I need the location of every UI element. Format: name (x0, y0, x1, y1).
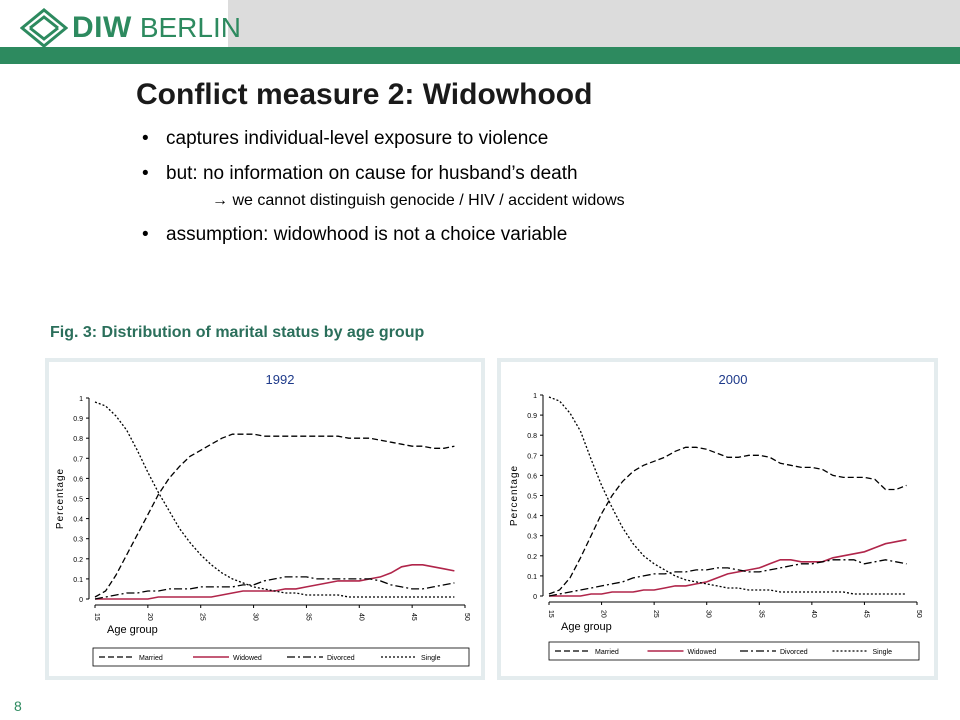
x-tick-label: 20 (600, 610, 607, 618)
x-tick-label: 45 (410, 613, 417, 621)
x-tick-label: 40 (357, 613, 364, 621)
legend-label: Widowed (688, 649, 717, 656)
legend-label: Divorced (780, 649, 808, 656)
x-tick-label: 50 (915, 610, 922, 618)
bullet-item: assumption: widowhood is not a choice va… (142, 224, 922, 246)
header-bar: DIW BERLIN (0, 0, 960, 64)
y-tick-label: 0.9 (73, 416, 83, 423)
logo-mark-icon (20, 8, 68, 48)
legend-label: Married (595, 649, 619, 656)
legend-label: Divorced (327, 655, 355, 662)
legend-label: Married (139, 655, 163, 662)
chart-background (49, 362, 481, 676)
x-tick-label: 45 (862, 610, 869, 618)
x-tick-label: 25 (199, 613, 206, 621)
y-tick-label: 0.2 (73, 557, 83, 564)
y-tick-label: 1 (533, 393, 537, 400)
series-line-divorced (548, 559, 907, 597)
slide-title: Conflict measure 2: Widowhood (136, 78, 593, 111)
series-line-widowed (549, 538, 907, 597)
y-tick-label: 0.5 (527, 494, 537, 501)
header-band (228, 0, 960, 47)
legend-box (548, 641, 920, 661)
legend-label: Widowed (233, 655, 262, 662)
y-tick-label: 0.6 (527, 473, 537, 480)
y-tick-label: 0.6 (73, 476, 83, 483)
chart-title: 1992 (266, 372, 295, 387)
bullet-item: captures individual-level exposure to vi… (142, 128, 922, 150)
chart-panel-1992: 1992 0 0.1 0.2 0.3 0.4 0.5 0.6 0.7 0.8 0.9 1 15 20 25 3… (45, 358, 485, 680)
y-tick-label: 0.1 (527, 574, 537, 581)
bullet-list: captures individual-level exposure to vi… (142, 128, 922, 259)
chart-panel-2000: 2000 0 0.1 0.2 0.3 0.4 0.5 0.6 0.7 0.8 0.9 1 15 20 25 3… (497, 358, 938, 680)
x-axis-label: Age group (107, 624, 158, 636)
legend-box (92, 647, 470, 667)
y-axis-label: Percentage (509, 465, 520, 526)
y-tick-label: 0.8 (73, 436, 83, 443)
chart-1992: 1992 0 0.1 0.2 0.3 0.4 0.5 0.6 0.7 0.8 0.9 1 15 20 25 3… (49, 362, 481, 676)
logo-text-berlin: BERLIN (139, 12, 241, 43)
chart-2000: 2000 0 0.1 0.2 0.3 0.4 0.5 0.6 0.7 0.8 0.9 1 15 20 25 3… (501, 362, 934, 676)
x-axis-label: Age group (561, 621, 612, 633)
x-tick-label: 25 (652, 610, 659, 618)
series-line-divorced (94, 576, 455, 600)
y-tick-label: 0 (79, 597, 83, 604)
y-tick-label: 0 (533, 594, 537, 601)
y-tick-label: 0.3 (73, 537, 83, 544)
series-line-married (548, 446, 907, 595)
y-tick-label: 1 (79, 396, 83, 403)
series-line-married (94, 433, 455, 598)
chart-background (501, 362, 934, 676)
diw-logo: DIW BERLIN (20, 8, 241, 48)
y-tick-label: 0.7 (73, 456, 83, 463)
series-line-single (94, 401, 455, 598)
y-axis-label: Percentage (55, 468, 66, 529)
y-tick-label: 0.5 (73, 497, 83, 504)
series-line-single (548, 396, 907, 595)
y-tick-label: 0.2 (527, 554, 537, 561)
logo-text-diw: DIW (72, 11, 132, 44)
bullet-item: but: no information on cause for husband… (142, 163, 922, 185)
legend-label: Single (421, 655, 441, 662)
sub-bullet-text: we cannot distinguish genocide / HIV / a… (232, 192, 625, 209)
y-tick-label: 0.7 (527, 453, 537, 460)
sub-bullet-item: → we cannot distinguish genocide / HIV /… (142, 192, 922, 210)
x-tick-label: 20 (146, 613, 153, 621)
header-stripe (0, 47, 960, 64)
arrow-icon: → (212, 192, 228, 209)
x-tick-label: 30 (705, 610, 712, 618)
page-number: 8 (14, 698, 22, 714)
x-tick-label: 15 (93, 613, 100, 621)
y-tick-label: 0.9 (527, 413, 537, 420)
y-tick-label: 0.8 (527, 433, 537, 440)
x-tick-label: 35 (304, 613, 311, 621)
x-tick-label: 15 (547, 610, 554, 618)
x-tick-label: 35 (757, 610, 764, 618)
y-tick-label: 0.1 (73, 577, 83, 584)
y-tick-label: 0.4 (73, 517, 83, 524)
x-tick-label: 40 (810, 610, 817, 618)
x-tick-label: 50 (463, 613, 470, 621)
chart-title: 2000 (719, 372, 748, 387)
y-tick-label: 0.4 (527, 514, 537, 521)
x-tick-label: 30 (252, 613, 259, 621)
legend-label: Single (873, 649, 893, 656)
figure-caption: Fig. 3: Distribution of marital status b… (50, 324, 425, 341)
y-tick-label: 0.3 (527, 534, 537, 541)
